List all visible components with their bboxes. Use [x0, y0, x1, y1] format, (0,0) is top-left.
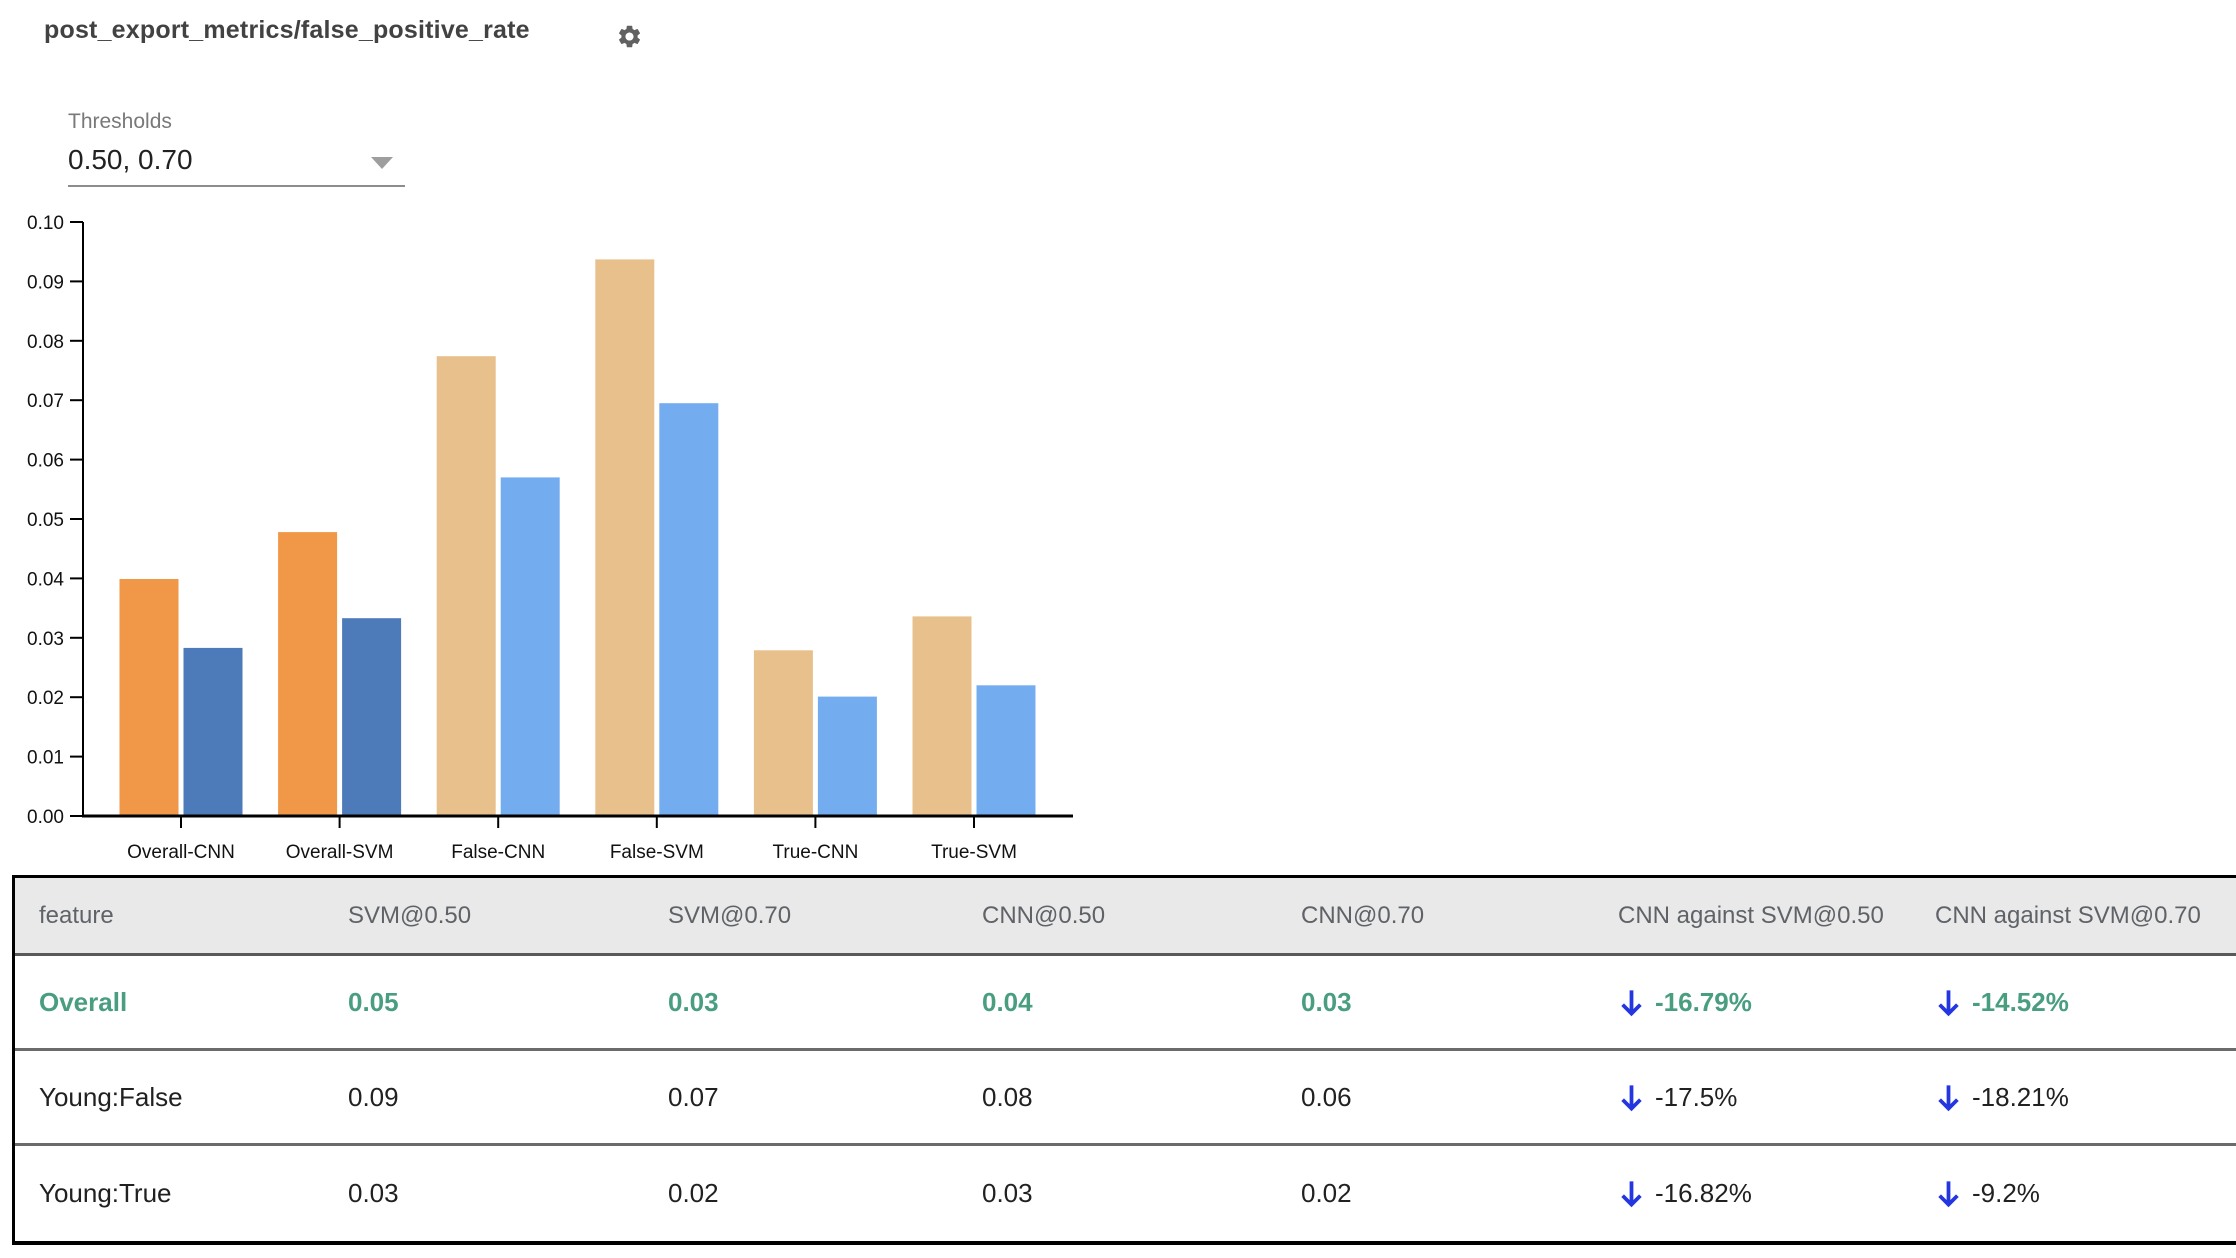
delta-value: -18.21% — [1972, 1081, 2069, 1112]
delta-value: -17.5% — [1655, 1081, 1738, 1112]
metric-value-cell: 0.03 — [348, 1178, 399, 1208]
y-tick-label: 0.10 — [27, 213, 64, 234]
y-tick-label: 0.01 — [27, 748, 64, 769]
delta-value: -16.79% — [1655, 986, 1752, 1017]
y-tick-label: 0.02 — [27, 688, 64, 709]
bar-False-CNN-threshold-0.50[interactable] — [436, 356, 496, 816]
y-tick-label: 0.00 — [27, 807, 64, 828]
y-tick-label: 0.06 — [27, 451, 64, 472]
bar-False-CNN-threshold-0.70[interactable] — [500, 477, 560, 816]
false-positive-rate-bar-chart: Overall-CNN Overall-SVM False-CNN False-SVM… — [27, 213, 1073, 863]
metric-value-cell: 0.06 — [1301, 1081, 1352, 1112]
x-tick-label: Overall-SVM — [286, 842, 394, 863]
metric-value-cell: 0.08 — [982, 1081, 1033, 1112]
down-arrow-icon — [1621, 989, 1642, 1016]
delta-cell: -17.5% — [1594, 1082, 1911, 1113]
y-tick-label: 0.03 — [27, 629, 64, 650]
bar-True-CNN-threshold-0.70[interactable] — [817, 696, 877, 816]
feature-cell: Young:True — [39, 1178, 172, 1208]
x-tick-label: Overall-CNN — [127, 842, 235, 863]
table-header-row: feature SVM@0.50 SVM@0.70 CNN@0.50 CNN@0.70 C… — [15, 878, 2236, 956]
delta-cell: -18.21% — [1911, 1082, 2236, 1113]
delta-cell: -14.52% — [1911, 987, 2236, 1018]
column-header-feature: feature — [39, 901, 114, 929]
column-header-cnn-against-svm-0-50: CNN against SVM@0.50 — [1618, 901, 1884, 929]
x-tick-label: False-CNN — [451, 842, 545, 863]
x-tick-label: True-SVM — [931, 842, 1017, 863]
metric-value-cell: 0.09 — [348, 1081, 399, 1112]
column-header-svm-0-70: SVM@0.70 — [668, 901, 792, 929]
delta-value: -9.2% — [1972, 1178, 2040, 1208]
chevron-down-icon — [371, 157, 393, 169]
metrics-table: feature SVM@0.50 SVM@0.70 CNN@0.50 CNN@0.70 C… — [12, 875, 2236, 1245]
bar-True-SVM-threshold-0.70[interactable] — [976, 685, 1036, 816]
metric-value-cell: 0.02 — [668, 1178, 719, 1208]
metric-title: post_export_metrics/false_positive_rate — [44, 16, 530, 44]
column-header-svm-0-50: SVM@0.50 — [348, 901, 472, 929]
column-header-cnn-0-70: CNN@0.70 — [1301, 901, 1425, 929]
y-tick-label: 0.04 — [27, 569, 64, 590]
y-tick-label: 0.05 — [27, 510, 64, 531]
table-row-young-false[interactable]: Young:False 0.09 0.07 0.08 0.06 -17.5% -18.21% — [15, 1051, 2236, 1146]
down-arrow-icon — [1621, 1084, 1642, 1111]
bar-Overall-CNN-threshold-0.50[interactable] — [119, 579, 179, 816]
delta-value: -14.52% — [1972, 986, 2069, 1017]
table-body: Overall 0.05 0.03 0.04 0.03 -16.79% -14.52% You… — [15, 956, 2236, 1241]
delta-value: -16.82% — [1655, 1178, 1752, 1208]
metric-value-cell: 0.02 — [1301, 1178, 1352, 1208]
thresholds-dropdown[interactable]: Thresholds 0.50, 0.70 — [68, 110, 405, 187]
metric-value-cell: 0.04 — [982, 986, 1033, 1017]
column-header-cnn-0-50: CNN@0.50 — [982, 901, 1106, 929]
metric-value-cell: 0.07 — [668, 1081, 719, 1112]
x-tick-label: True-CNN — [772, 842, 858, 863]
y-tick-label: 0.07 — [27, 391, 64, 412]
bar-False-SVM-threshold-0.70[interactable] — [659, 403, 719, 816]
table-row-overall[interactable]: Overall 0.05 0.03 0.04 0.03 -16.79% -14.52% — [15, 956, 2236, 1051]
metric-value-cell: 0.05 — [348, 986, 399, 1017]
down-arrow-icon — [1938, 1084, 1959, 1111]
delta-cell: -16.79% — [1594, 987, 1911, 1018]
column-header-cnn-against-svm-0-70: CNN against SVM@0.70 — [1935, 901, 2201, 929]
thresholds-label: Thresholds — [68, 110, 172, 133]
metric-value-cell: 0.03 — [982, 1178, 1033, 1208]
y-tick-label: 0.09 — [27, 272, 64, 293]
table-row-young-true[interactable]: Young:True 0.03 0.02 0.03 0.02 -16.82% -9.2% — [15, 1146, 2236, 1241]
feature-cell: Overall — [39, 986, 128, 1017]
settings-gear-icon[interactable] — [616, 23, 643, 50]
down-arrow-icon — [1938, 1181, 1959, 1208]
feature-cell: Young:False — [39, 1081, 183, 1112]
down-arrow-icon — [1938, 989, 1959, 1016]
x-tick-label: False-SVM — [610, 842, 704, 863]
bar-False-SVM-threshold-0.50[interactable] — [595, 259, 655, 816]
metric-value-cell: 0.03 — [1301, 986, 1352, 1017]
delta-cell: -9.2% — [1911, 1178, 2236, 1209]
y-tick-label: 0.08 — [27, 332, 64, 353]
bar-Overall-SVM-threshold-0.50[interactable] — [278, 532, 338, 816]
delta-cell: -16.82% — [1594, 1178, 1911, 1209]
dropdown-underline — [68, 185, 405, 187]
thresholds-value: 0.50, 0.70 — [68, 144, 193, 175]
metric-value-cell: 0.03 — [668, 986, 719, 1017]
down-arrow-icon — [1621, 1181, 1642, 1208]
bar-True-CNN-threshold-0.50[interactable] — [753, 650, 813, 816]
bar-Overall-CNN-threshold-0.70[interactable] — [183, 647, 243, 816]
bar-Overall-SVM-threshold-0.70[interactable] — [342, 618, 402, 816]
bar-True-SVM-threshold-0.50[interactable] — [912, 616, 972, 816]
